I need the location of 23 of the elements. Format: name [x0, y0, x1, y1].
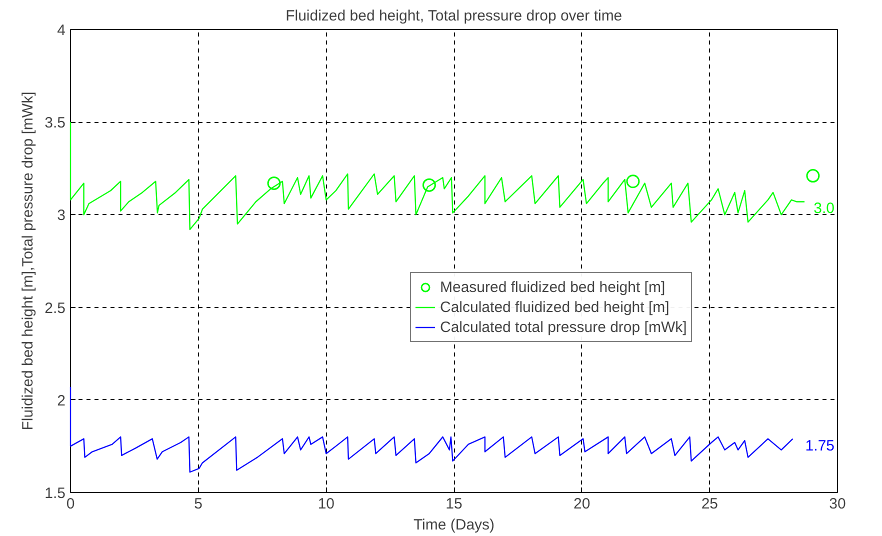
- x-tick-label: 0: [66, 496, 75, 512]
- annotation: 3.0: [814, 200, 835, 218]
- y-tick-label: 2: [57, 392, 66, 410]
- y-tick-label: 3: [57, 207, 66, 224]
- y-tick-label: 1.5: [44, 485, 66, 502]
- chart-title: Fluidized bed height, Total pressure drop over time: [286, 8, 622, 24]
- x-tick-label: 15: [446, 496, 462, 512]
- y-tick-label: 4: [57, 22, 66, 39]
- x-tick-label: 5: [194, 496, 203, 512]
- legend-label: Calculated fluidized bed height [m]: [440, 298, 670, 317]
- y-tick-label: 2.5: [44, 300, 66, 317]
- annotation: 1.75: [805, 437, 835, 454]
- legend-label: Measured fluidized bed height [m]: [440, 278, 666, 297]
- x-tick-label: 20: [573, 496, 590, 512]
- x-tick-label: 25: [701, 496, 718, 512]
- line-series: [70, 386, 794, 473]
- x-tick-label: 10: [318, 496, 335, 512]
- y-tick-label: 3.5: [44, 114, 66, 132]
- legend-label: Calculated total pressure drop [mWk]: [440, 318, 687, 337]
- line-series: [70, 122, 806, 230]
- x-tick-label: 30: [829, 496, 846, 512]
- x-axis-title: Time (Days): [413, 516, 495, 534]
- y-axis-title: Fluidized bed height [m],Total pressure drop [mWk]: [20, 92, 37, 430]
